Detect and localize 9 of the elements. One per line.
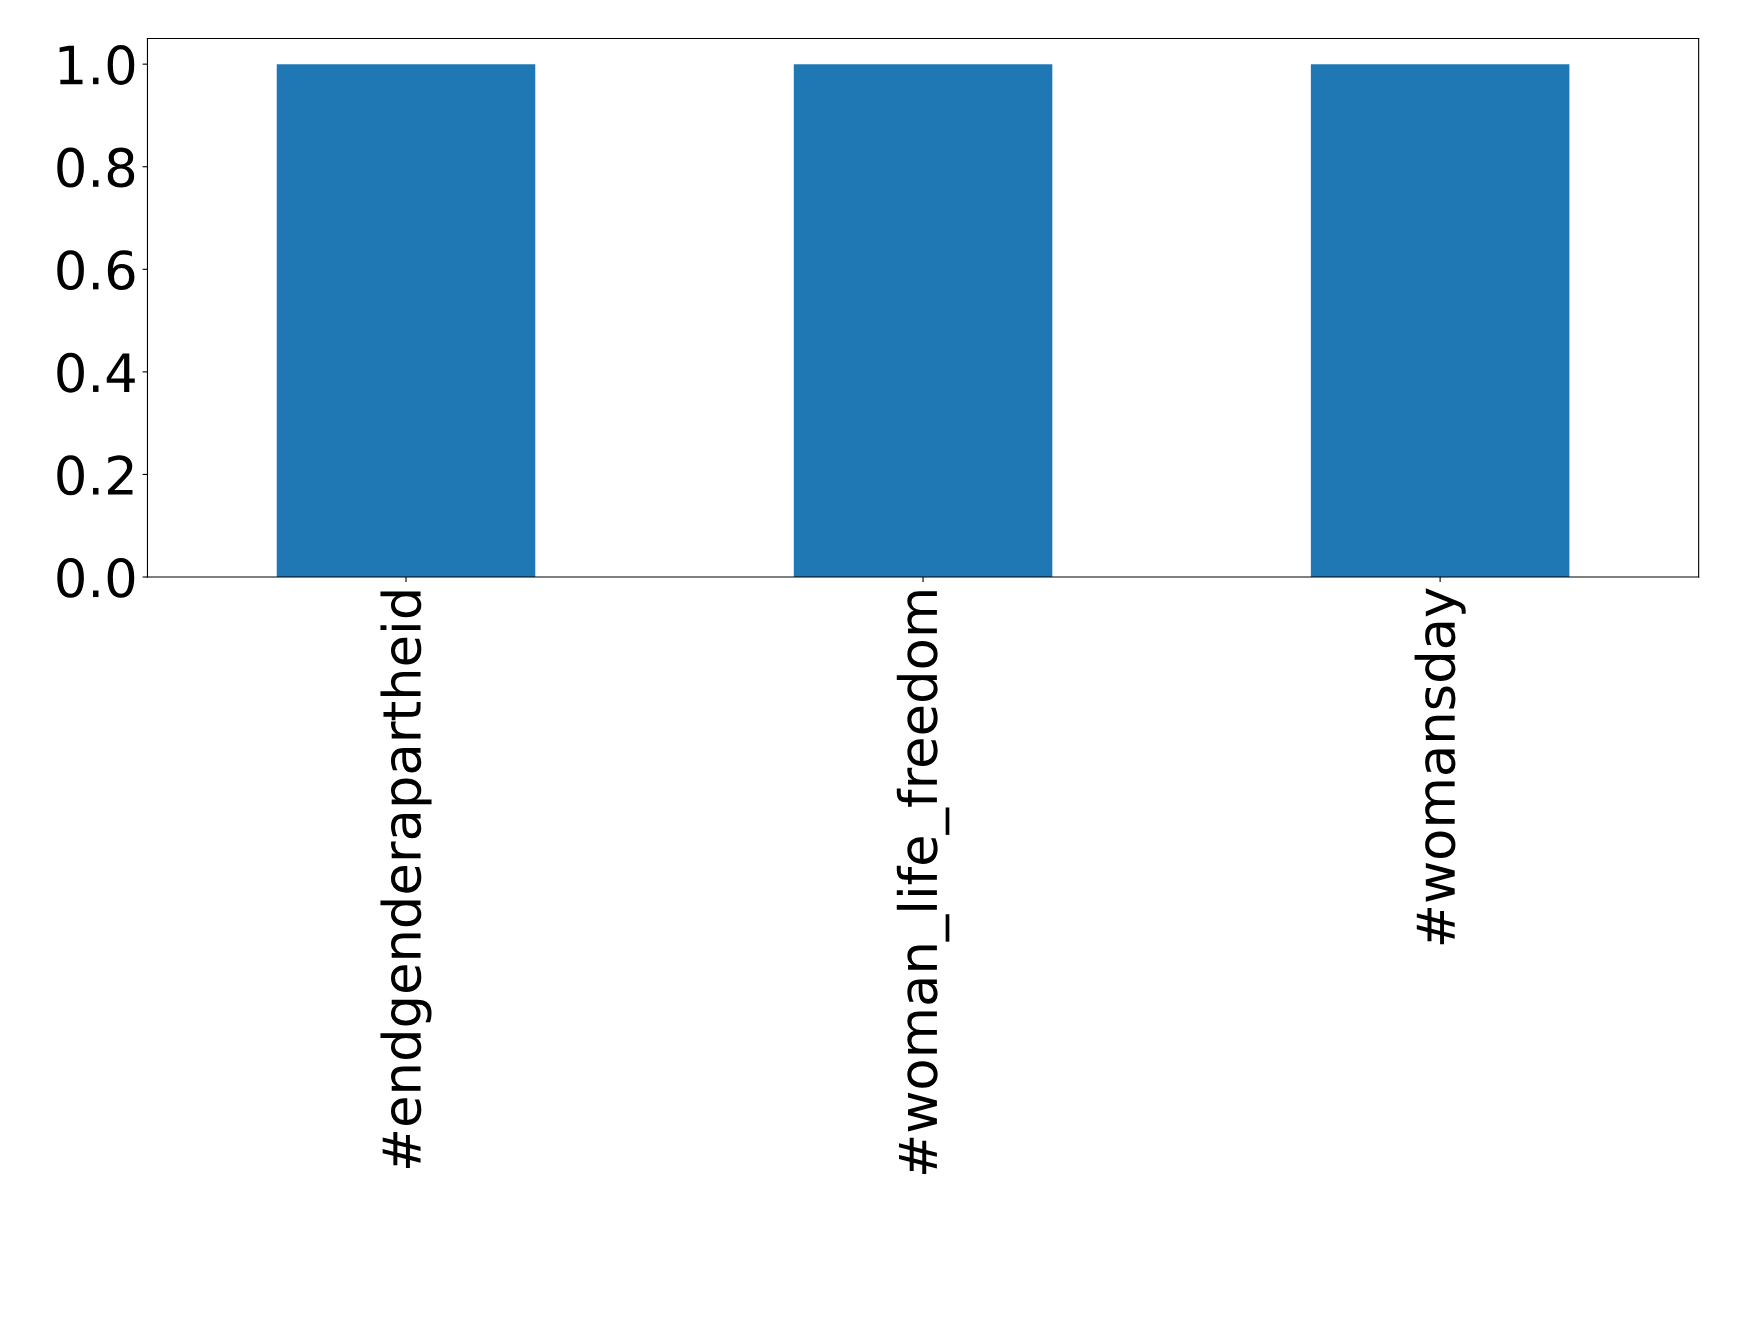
x-tick-label: #womansday bbox=[1414, 588, 1466, 945]
x-tick-label: #woman_life_freedom bbox=[896, 591, 950, 1174]
y-tick-label: 0.2 bbox=[57, 455, 133, 496]
y-tick-label: 0.4 bbox=[57, 352, 135, 393]
y-tick-label: 0.8 bbox=[57, 147, 135, 188]
y-tick-label: 1.0 bbox=[59, 45, 135, 85]
y-tick-label: 0.6 bbox=[57, 250, 135, 291]
x-tick-label: #endgenderapartheid bbox=[380, 591, 432, 1169]
y-tick-label: 0.0 bbox=[57, 557, 135, 598]
